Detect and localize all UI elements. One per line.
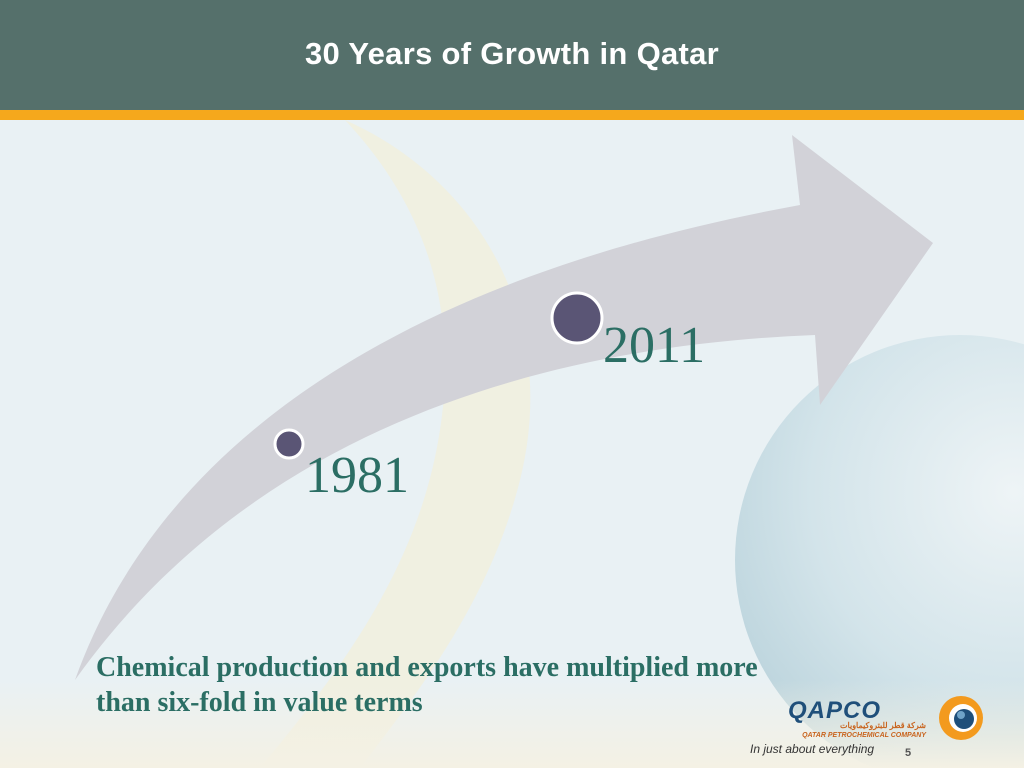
globe-shape [735, 335, 1024, 768]
logo-wordmark: QAPCO [788, 697, 881, 724]
logo-subtitle: QATAR PETROCHEMICAL COMPANY [802, 732, 927, 739]
marker-1981 [273, 428, 305, 460]
qapco-logo: QAPCO شركة قطر للبتروكيماويات QATAR PETR… [788, 696, 983, 740]
crescent-swoosh [260, 120, 531, 768]
growth-arrow [75, 135, 933, 680]
caption-line-2: than six-fold in value terms [96, 687, 423, 718]
accent-stripe [0, 110, 1024, 120]
marker-2011 [550, 291, 604, 345]
slide-title: 30 Years of Growth in Qatar [304, 36, 720, 71]
year-end-label: 2011 [603, 317, 706, 374]
year-start-label: 1981 [305, 447, 409, 504]
bottom-band [0, 680, 1024, 768]
caption-line-1: Chemical production and exports have mul… [96, 652, 758, 683]
slide-number: 5 [905, 747, 912, 759]
header-bar: 30 Years of Growth in Qatar [0, 0, 1024, 110]
caption-text: Chemical production and exports have mul… [96, 650, 936, 720]
logo-arabic: شركة قطر للبتروكيماويات [840, 721, 926, 731]
tagline: In just about everything [750, 742, 875, 756]
